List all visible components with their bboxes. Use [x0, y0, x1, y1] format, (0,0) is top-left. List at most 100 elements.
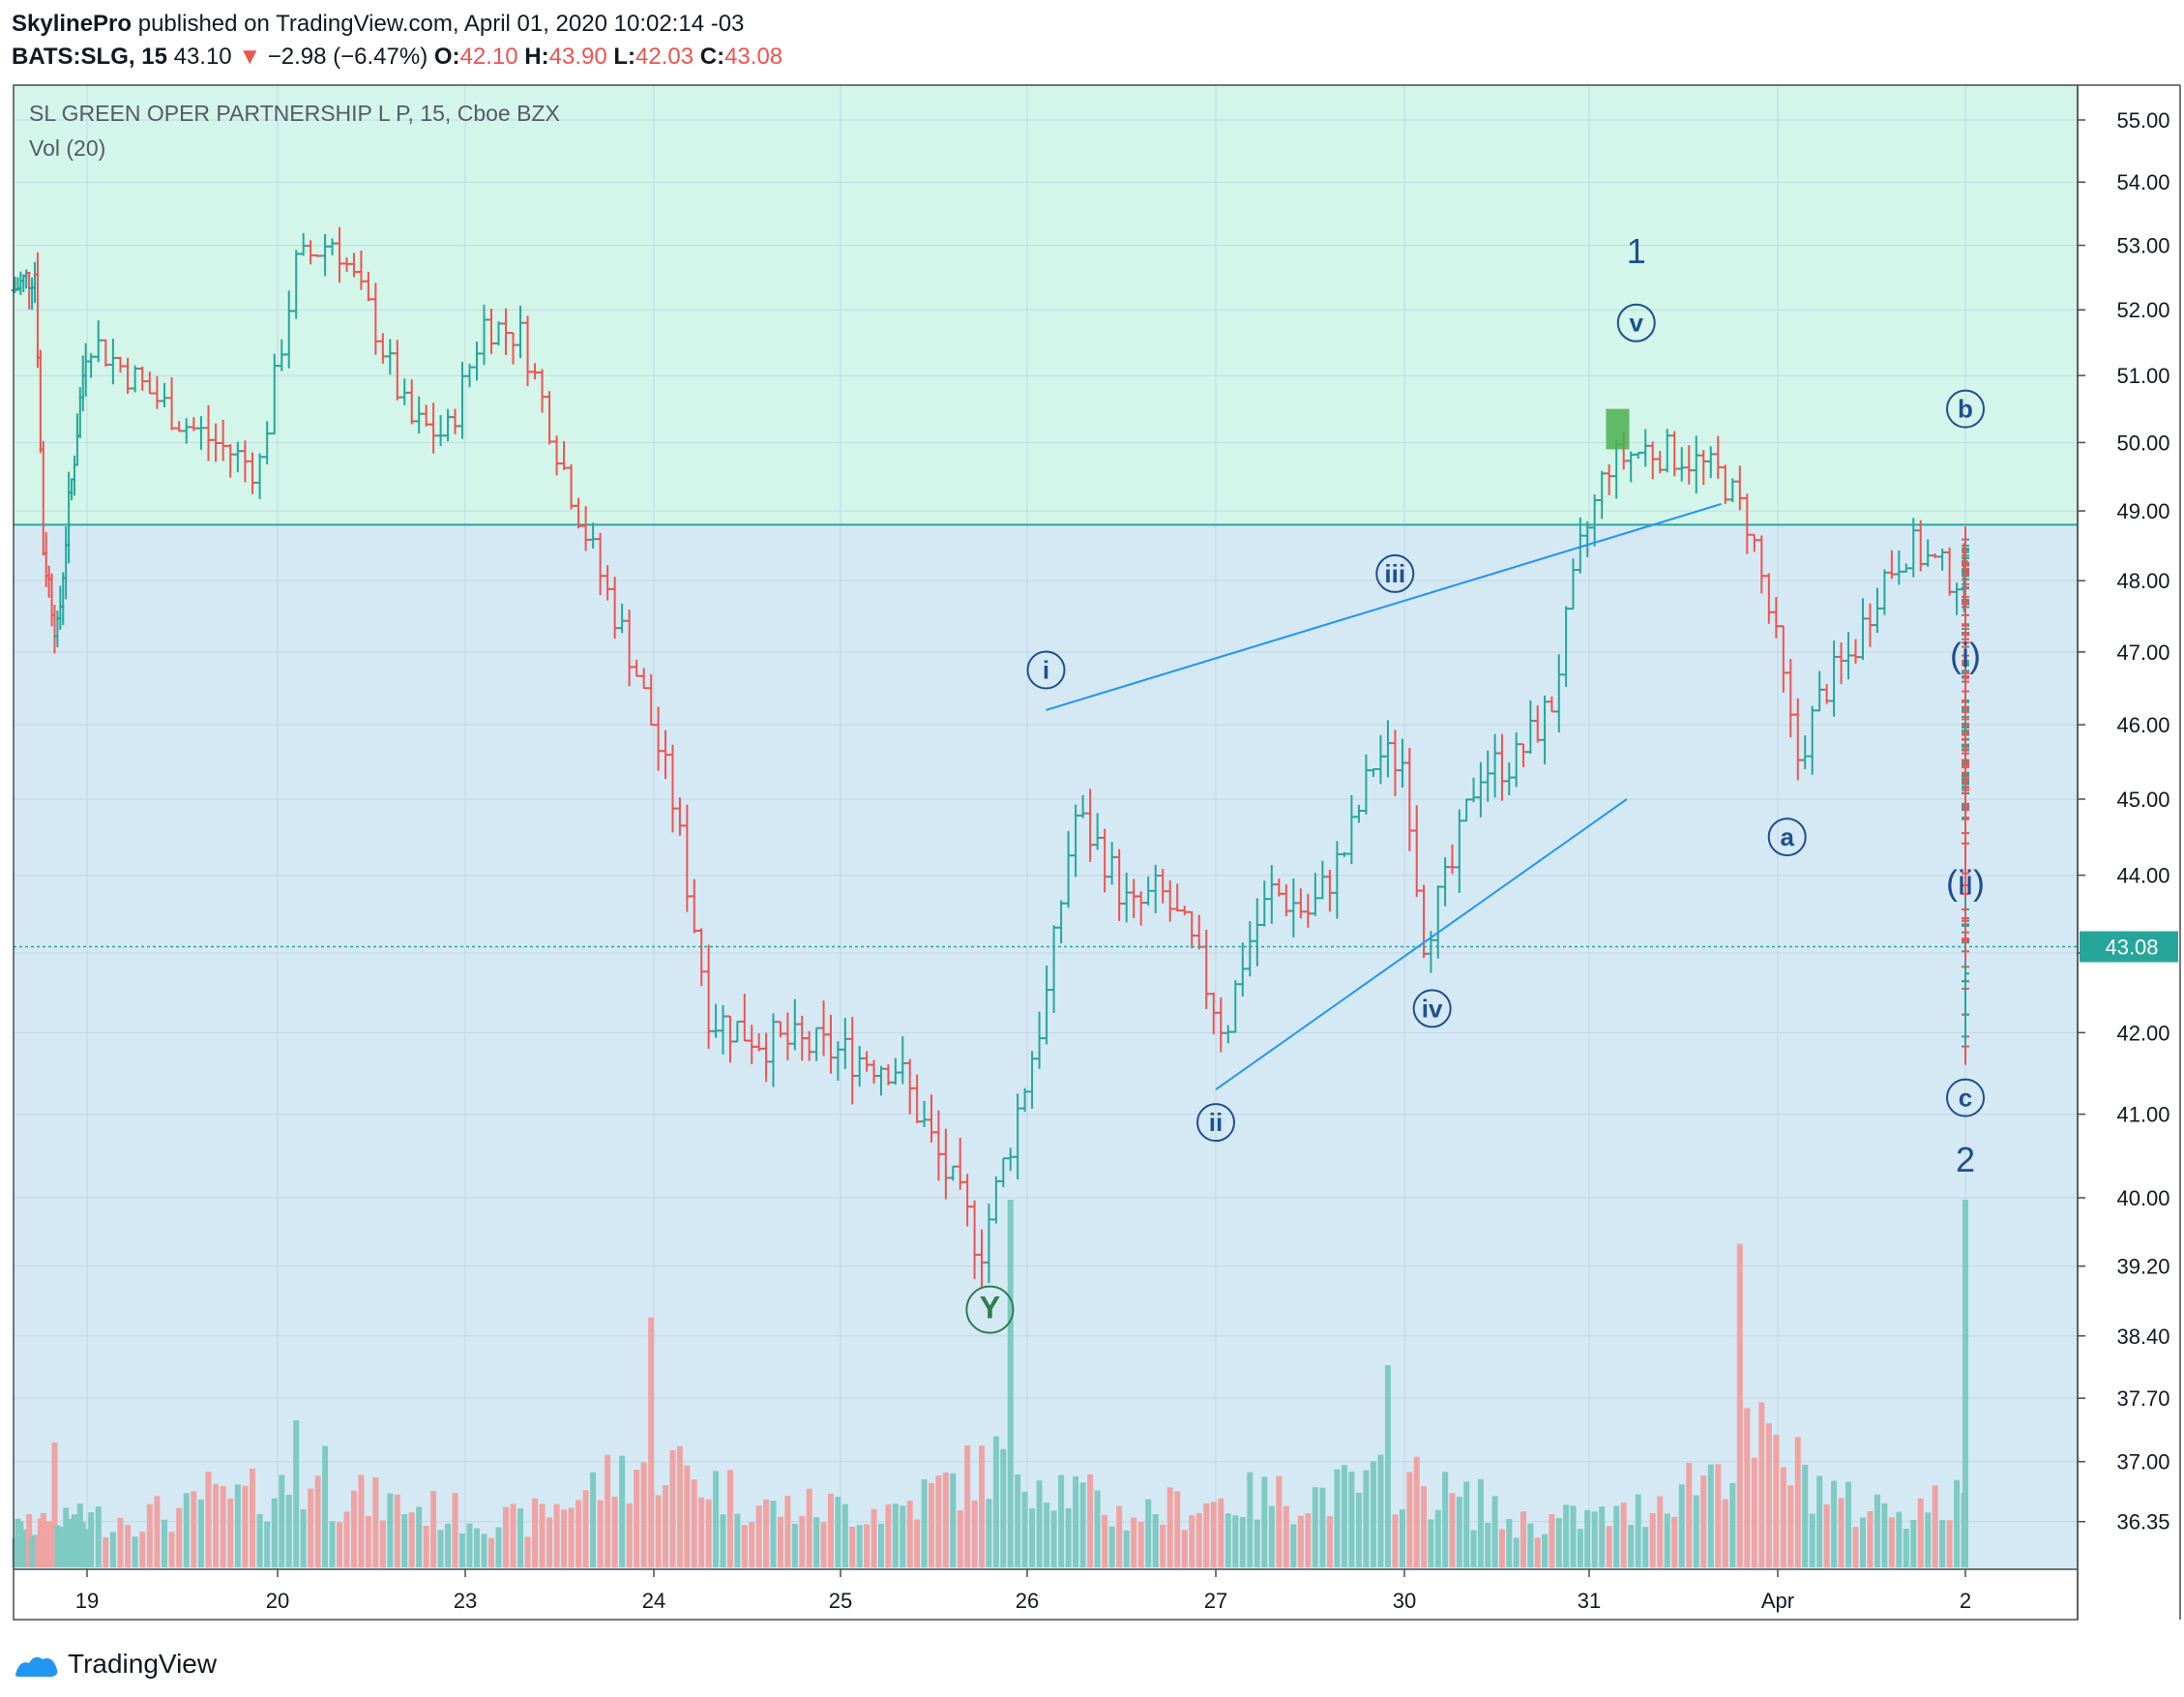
- volume-bar: [1729, 1482, 1736, 1567]
- wave-label[interactable]: c: [1959, 1084, 1972, 1113]
- volume-bar: [1715, 1464, 1722, 1567]
- volume-bar: [928, 1482, 934, 1567]
- last-price-tag-label: 43.08: [2105, 936, 2158, 960]
- volume-bar: [1527, 1523, 1534, 1567]
- wave-label[interactable]: i: [1043, 656, 1049, 685]
- volume-bar: [1838, 1498, 1845, 1567]
- volume-bar: [329, 1521, 336, 1567]
- volume-bar: [705, 1499, 712, 1567]
- volume-bar: [1831, 1480, 1838, 1567]
- volume-bar: [553, 1503, 560, 1567]
- volume-bar: [1542, 1533, 1549, 1567]
- volume-bar: [1370, 1461, 1376, 1567]
- volume-bar: [1195, 1512, 1202, 1567]
- x-tick-label: 24: [642, 1589, 665, 1613]
- footer: TradingView: [14, 1645, 217, 1683]
- volume-bar: [1867, 1511, 1874, 1567]
- volume-bar: [154, 1496, 161, 1567]
- marker-box[interactable]: [1606, 408, 1630, 450]
- wave-label[interactable]: a: [1780, 822, 1794, 851]
- volume-bar: [1319, 1487, 1326, 1567]
- volume-bar: [1123, 1530, 1130, 1567]
- tradingview-logo-icon[interactable]: [14, 1650, 60, 1679]
- volume-bar: [1485, 1522, 1491, 1567]
- upper-zone: [14, 85, 2078, 525]
- trendline[interactable]: [1046, 502, 1722, 711]
- volume-bar: [906, 1501, 913, 1567]
- volume-bar: [1268, 1505, 1275, 1567]
- wave-label[interactable]: iii: [1384, 559, 1405, 588]
- volume-bar: [871, 1508, 877, 1567]
- volume-bar: [1283, 1505, 1289, 1567]
- volume-bar: [770, 1501, 777, 1567]
- wave-label[interactable]: v: [1630, 309, 1644, 338]
- x-tick-label: 26: [1016, 1589, 1039, 1613]
- wave-label[interactable]: b: [1958, 395, 1973, 424]
- volume-bar: [343, 1511, 350, 1567]
- wave-label[interactable]: Y: [980, 1291, 1000, 1325]
- volume-bar: [713, 1471, 720, 1567]
- wave-label-circle: [965, 1285, 1015, 1334]
- wave-label[interactable]: (ii): [1946, 863, 1985, 903]
- volume-bar: [379, 1520, 386, 1567]
- volume-bar: [1131, 1517, 1137, 1567]
- volume-bar: [358, 1474, 365, 1567]
- volume-bar: [408, 1512, 415, 1567]
- wave-label[interactable]: 2: [1956, 1140, 1975, 1179]
- volume-bar: [1925, 1512, 1932, 1567]
- volume-bar: [1773, 1434, 1780, 1567]
- publisher-name[interactable]: SkylinePro: [12, 11, 133, 37]
- volume-bar: [950, 1473, 957, 1567]
- volume-bar: [877, 1523, 884, 1567]
- volume-bar: [117, 1517, 124, 1567]
- wave-label[interactable]: (i): [1950, 636, 1981, 675]
- volume-bar: [1845, 1481, 1852, 1567]
- volume-bar: [590, 1472, 597, 1567]
- wave-label[interactable]: ii: [1209, 1108, 1223, 1137]
- volume-bar: [1917, 1498, 1924, 1567]
- volume-bar: [1932, 1485, 1938, 1567]
- trendline[interactable]: [1215, 798, 1628, 1090]
- high-value: 43.90: [548, 44, 607, 70]
- volume-bar: [423, 1526, 429, 1567]
- x-tick-label: 19: [75, 1589, 99, 1613]
- x-tick-label: 30: [1393, 1589, 1416, 1613]
- volume-bar: [387, 1493, 394, 1567]
- volume-bar: [452, 1493, 458, 1567]
- y-tick-label: 41.00: [2116, 1103, 2169, 1127]
- volume-bar: [806, 1488, 812, 1567]
- volume-bar: [992, 1436, 999, 1567]
- volume-bar: [971, 1500, 978, 1567]
- wave-label[interactable]: iv: [1422, 994, 1443, 1023]
- volume-bar: [401, 1513, 408, 1567]
- volume-bar: [249, 1468, 255, 1567]
- volume-bar: [1247, 1472, 1254, 1567]
- volume-bar: [227, 1498, 234, 1567]
- volume-bar: [1166, 1487, 1173, 1567]
- volume-bar: [1794, 1437, 1801, 1567]
- volume-bar: [445, 1523, 452, 1567]
- last-price-tag[interactable]: [2080, 931, 2178, 963]
- wave-label[interactable]: 1: [1627, 231, 1646, 271]
- volume-bar: [957, 1510, 963, 1567]
- volume-bar: [394, 1494, 400, 1567]
- footer-brand[interactable]: TradingView: [68, 1649, 218, 1679]
- volume-bar: [1145, 1499, 1152, 1567]
- chart-legend-title[interactable]: SL GREEN OPER PARTNERSHIP L P, 15, Cboe …: [29, 101, 560, 126]
- volume-bar: [466, 1523, 473, 1567]
- volume-legend[interactable]: Vol (20): [29, 135, 106, 161]
- volume-bar: [264, 1521, 271, 1567]
- volume-bar: [161, 1519, 167, 1567]
- volume-bar: [799, 1515, 806, 1567]
- volume-bar: [813, 1517, 820, 1567]
- wave-label-circle: [1196, 1103, 1235, 1143]
- volume-bar: [827, 1493, 834, 1567]
- volume-bar: [1428, 1519, 1434, 1567]
- wave-label-circle: [1767, 818, 1807, 857]
- y-tick-label: 47.00: [2116, 640, 2169, 665]
- close-value: 43.08: [724, 44, 783, 70]
- volume-bar: [1210, 1502, 1217, 1567]
- volume-bar: [1189, 1515, 1195, 1567]
- volume-bar: [1276, 1475, 1283, 1567]
